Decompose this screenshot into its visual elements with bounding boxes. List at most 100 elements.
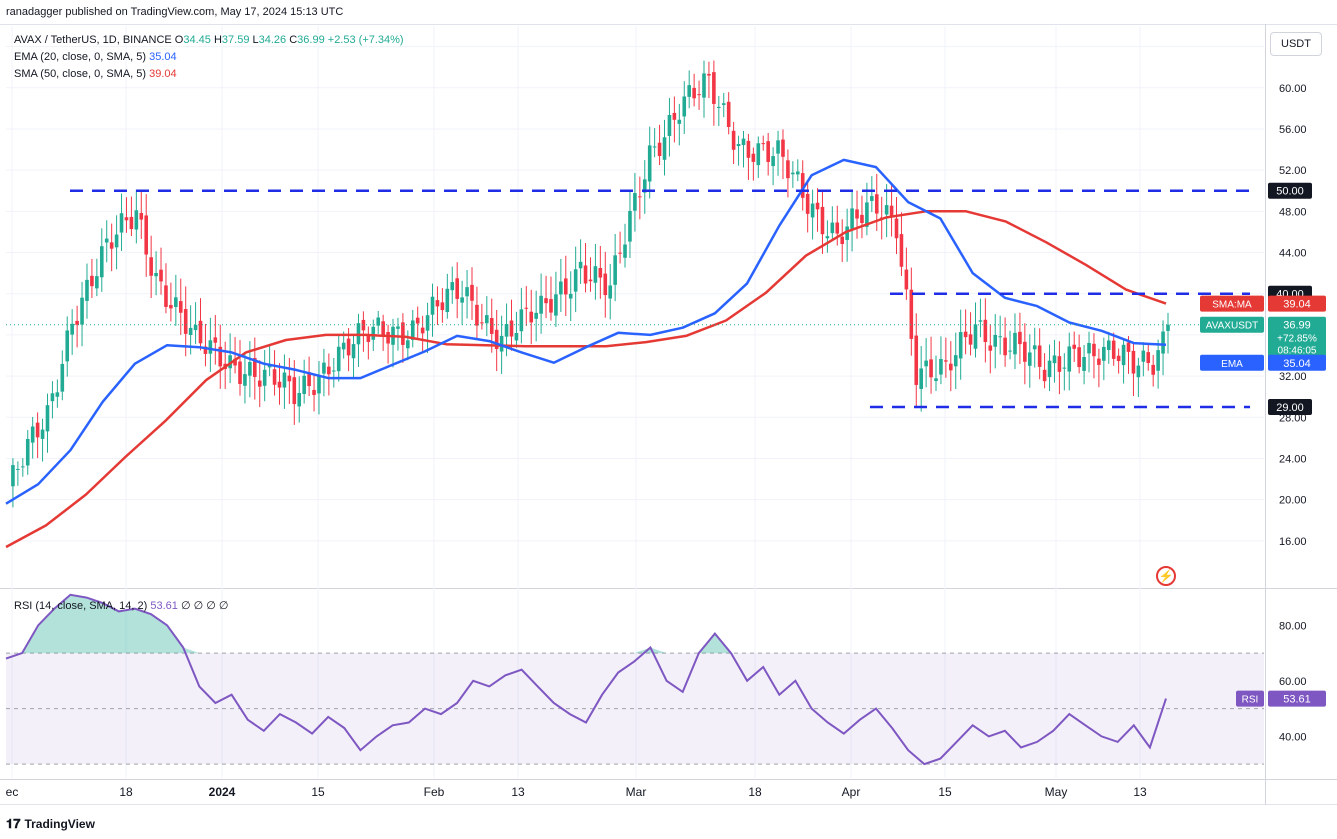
candle-body: [687, 85, 691, 97]
candle-body: [963, 331, 968, 338]
candle-body: [682, 96, 687, 117]
sma-legend[interactable]: SMA (50, close, 0, SMA, 5) 39.04: [14, 68, 177, 80]
candle-body: [860, 214, 864, 224]
candle-body: [633, 193, 637, 211]
candle-body: [1141, 350, 1146, 362]
candle-body: [55, 392, 60, 397]
candle-body: [736, 143, 741, 147]
candle-body: [978, 320, 983, 322]
candle-body: [465, 287, 469, 297]
tradingview-logo[interactable]: 𝟏𝟕 TradingView: [6, 816, 95, 831]
last-price-tag-extra: +72.85%: [1277, 334, 1317, 345]
ema-legend[interactable]: EMA (20, close, 0, SMA, 5) 35.04: [14, 51, 177, 63]
candle-body: [253, 358, 257, 377]
candle-body: [1102, 346, 1106, 361]
candle-body: [766, 141, 770, 162]
candle-body: [1136, 365, 1141, 378]
candle-body: [1057, 356, 1062, 372]
time-tick-label: 13: [511, 785, 525, 799]
ema-legend-value: 35.04: [149, 51, 177, 63]
rsi-legend[interactable]: RSI (14, close, SMA, 14, 2) 53.61 ∅ ∅ ∅ …: [14, 600, 229, 612]
open-value: 34.45: [183, 34, 211, 46]
candle-body: [119, 213, 124, 233]
candle-body: [45, 405, 50, 432]
candle-body: [563, 278, 568, 295]
candle-body: [524, 307, 529, 309]
lightning-icon[interactable]: ⚡: [1156, 566, 1176, 586]
candle-body: [756, 143, 761, 166]
candle-body: [958, 332, 963, 359]
candle-body: [218, 346, 223, 367]
candle-body: [1087, 342, 1091, 354]
candle-body: [726, 101, 731, 128]
candle-body: [934, 378, 938, 382]
candle-body: [450, 282, 455, 291]
candle-body: [1077, 347, 1081, 368]
candle-body: [677, 119, 682, 124]
candle-body: [1156, 350, 1160, 371]
candle-body: [998, 336, 1002, 338]
candle-body: [603, 273, 608, 296]
symbol-legend: AVAX / TetherUS, 1D, BINANCE O34.45 H37.…: [14, 34, 404, 46]
candle-body: [914, 335, 919, 385]
candle-body: [944, 360, 948, 362]
candle-body: [134, 210, 139, 230]
candle-body: [1116, 355, 1121, 362]
candle-body: [75, 320, 79, 325]
candle-body: [608, 285, 613, 299]
rsi-tick-label: 60.00: [1279, 676, 1307, 688]
candle-body: [899, 234, 904, 267]
sma-tag-label-box: [1200, 295, 1264, 312]
candle-body: [1146, 352, 1151, 364]
candle-body: [406, 340, 410, 349]
candle-body: [183, 309, 188, 334]
candle-body: [746, 140, 751, 158]
candle-body: [865, 202, 869, 227]
time-tick-label: May: [1045, 785, 1068, 799]
candle-body: [598, 268, 603, 278]
candle-body: [371, 326, 376, 340]
candle-body: [420, 327, 425, 334]
candle-body: [1097, 358, 1101, 365]
candle-body: [870, 196, 874, 201]
candle-body: [618, 252, 622, 254]
low-value: 34.26: [258, 34, 287, 46]
candle-body: [578, 261, 583, 269]
candle-body: [415, 317, 420, 324]
candle-body: [154, 273, 158, 277]
candle-body: [534, 312, 538, 319]
candle-body: [761, 143, 766, 145]
candle-body: [1042, 369, 1047, 382]
candle-body: [90, 275, 94, 287]
rsi-tick-label: 40.00: [1279, 731, 1307, 743]
price-tick-label: 16.00: [1279, 536, 1307, 548]
candle-body: [346, 338, 351, 356]
time-tick-label: 13: [1133, 785, 1147, 799]
candle-body: [647, 145, 652, 182]
price-tick-label: 24.00: [1279, 453, 1307, 465]
close-value: 36.99: [297, 34, 325, 46]
candle-body: [820, 206, 825, 235]
candle-body: [35, 422, 40, 438]
candle-body: [667, 114, 672, 136]
candle-body: [99, 246, 104, 278]
candle-body: [904, 269, 909, 290]
candle-body: [381, 321, 385, 336]
candle-body: [317, 375, 321, 394]
tradingview-logo-icon: 𝟏𝟕: [6, 816, 21, 831]
candle-body: [554, 294, 558, 316]
currency-button[interactable]: USDT: [1270, 32, 1322, 56]
candle-body: [509, 320, 514, 337]
candle-body: [164, 285, 168, 307]
rsi-tag-value-box: [1268, 690, 1326, 707]
candle-body: [124, 217, 129, 221]
candle-body: [159, 269, 163, 282]
candle-body: [213, 337, 218, 343]
price-tick-label: 52.00: [1279, 165, 1307, 177]
candle-body: [993, 334, 998, 347]
ema-tag-value-box: [1268, 354, 1326, 371]
candle-body: [361, 319, 366, 331]
candles-group: [11, 60, 1170, 508]
candle-body: [657, 142, 662, 157]
